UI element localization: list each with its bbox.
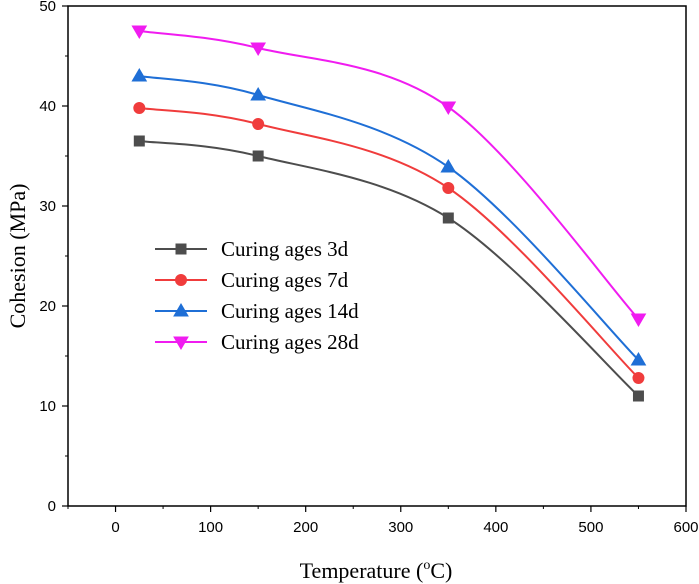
data-point-series-1 [133, 135, 145, 147]
y-tick-label: 30 [39, 198, 56, 215]
data-point-series-3 [131, 68, 148, 82]
legend-label: Curing ages 28d [221, 330, 359, 354]
data-point-series-1 [632, 390, 644, 402]
data-point-series-1 [252, 150, 264, 162]
x-axis-title-main: Temperature ( [300, 558, 424, 583]
legend-marker [173, 303, 189, 317]
series-line-4 [139, 30, 640, 320]
y-tick-label: 40 [39, 98, 56, 115]
y-tick-label: 50 [39, 0, 56, 15]
series-line-1 [139, 140, 640, 397]
x-axis-title-unit: C) [430, 558, 452, 583]
data-point-series-3 [250, 87, 267, 101]
data-point-series-2 [632, 372, 645, 384]
data-point-series-1 [442, 212, 454, 224]
x-axis-title-degree: o [423, 558, 430, 573]
data-point-series-2 [252, 118, 265, 130]
y-axis-title: Cohesion (MPa) [5, 184, 30, 329]
x-tick-label: 100 [198, 519, 223, 536]
legend-label: Curing ages 7d [221, 268, 349, 292]
x-tick-label: 400 [483, 519, 508, 536]
x-tick-label: 500 [578, 519, 603, 536]
legend-label: Curing ages 14d [221, 299, 359, 323]
x-tick-label: 0 [111, 519, 119, 536]
x-tick-label: 600 [673, 519, 698, 536]
data-point-series-3 [630, 352, 647, 366]
y-tick-label: 0 [48, 498, 56, 515]
data-point-series-3 [440, 159, 457, 173]
series-lines [139, 30, 640, 397]
data-point-series-4 [440, 101, 457, 115]
plot-area-frame [67, 5, 687, 507]
x-tick-label: 200 [293, 519, 318, 536]
legend: Curing ages 3d Curing ages 7d Curing ages … [155, 237, 359, 354]
data-point-series-2 [133, 102, 146, 114]
series-line-2 [139, 107, 640, 379]
legend-label: Curing ages 3d [221, 237, 349, 261]
series-markers [131, 25, 647, 402]
axis-ticks: 0 100 200 300 400 500 600 0 10 20 30 40 50 [39, 0, 698, 536]
x-axis-title: Temperature (oC) [300, 558, 453, 583]
y-tick-label: 20 [39, 298, 56, 315]
data-point-series-4 [250, 42, 267, 56]
legend-marker [175, 243, 187, 255]
data-point-series-4 [630, 313, 647, 327]
data-point-series-4 [131, 25, 148, 39]
y-tick-label: 10 [39, 398, 56, 415]
series-line-3 [139, 75, 640, 361]
legend-marker [175, 274, 187, 286]
data-point-series-2 [442, 182, 455, 194]
x-tick-label: 300 [388, 519, 413, 536]
legend-marker [173, 336, 189, 350]
